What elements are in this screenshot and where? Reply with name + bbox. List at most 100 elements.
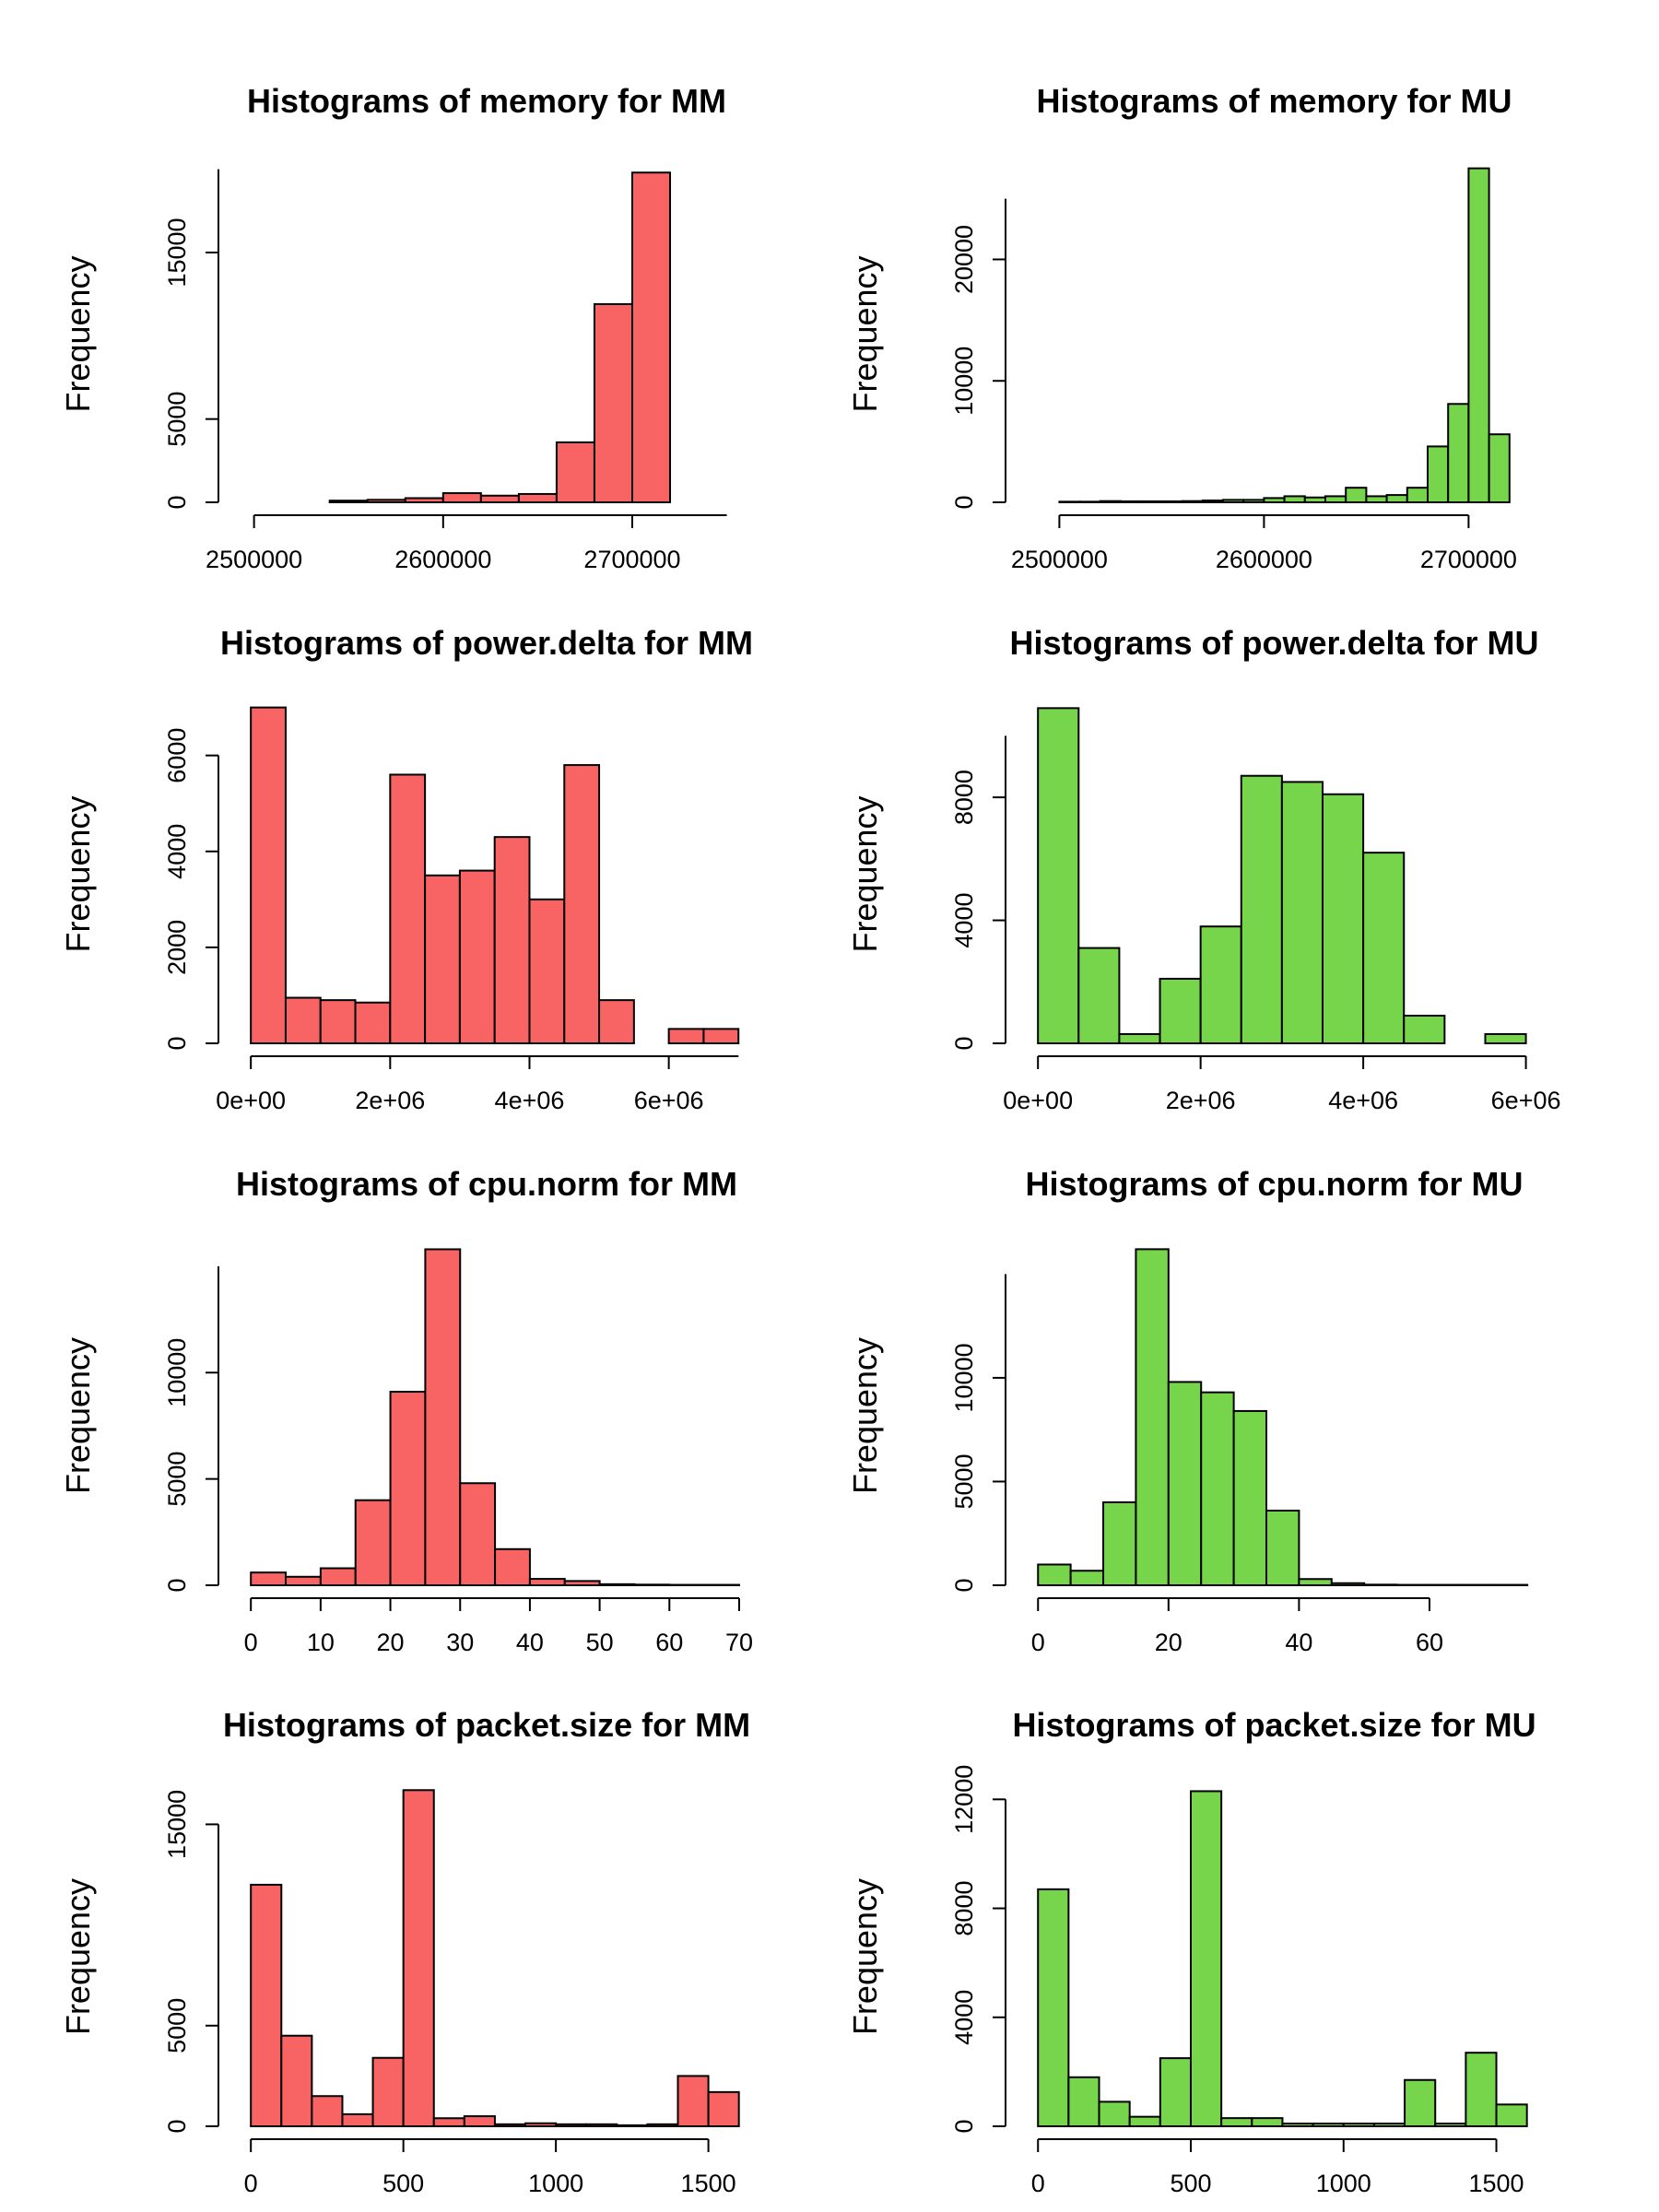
x-tick-label: 40 [1285, 1629, 1312, 1656]
x-tick-label: 2600000 [394, 546, 491, 573]
histogram-bar [1263, 497, 1286, 503]
histogram-bar [250, 1883, 283, 2127]
histogram-bar [459, 1482, 497, 1586]
y-tick-label: 2000 [163, 920, 191, 975]
y-axis-label: Frequency [59, 795, 97, 952]
y-tick-label: 12000 [950, 1765, 978, 1834]
histogram-bar [389, 1391, 427, 1587]
histogram-bar [441, 492, 482, 504]
histogram-bar [1232, 1409, 1268, 1587]
histogram-bar [1200, 1391, 1235, 1587]
histogram-bar [1342, 2123, 1375, 2128]
histograms-of-packet-size-for-mm-panel: Histograms of packet.size for MM 0 500 1000… [59, 1706, 750, 2197]
histogram-bar [1324, 495, 1347, 504]
histogram-bar [585, 2123, 618, 2127]
x-tick-label: 0e+00 [216, 1087, 286, 1114]
histogram-bar [280, 2034, 313, 2127]
histogram-bar [1488, 433, 1511, 503]
histogram-bar [1199, 925, 1242, 1045]
x-tick-label: 4e+06 [1328, 1087, 1398, 1114]
histogram-bar [1427, 445, 1450, 504]
x-tick-label: 0 [1031, 1629, 1045, 1656]
histogram-bar [1330, 1582, 1366, 1587]
histograms-of-memory-for-mu-panel: Histograms of memory for MU 2500000 260000… [846, 82, 1517, 573]
histogram-bar [1403, 1014, 1446, 1045]
histograms-of-cpu-norm-for-mu-panel: Histograms of cpu.norm for MU 0 20 40 60 0 500… [846, 1165, 1529, 1656]
histogram-bar [1189, 1790, 1223, 2127]
histogram-bar [1434, 2123, 1467, 2128]
histogram-bar [702, 1028, 740, 1044]
chart-title: Histograms of memory for MU [1036, 82, 1512, 120]
histogram-bar [354, 1499, 392, 1586]
histogram-bar [1298, 1578, 1333, 1586]
histogram-bar [1159, 977, 1202, 1045]
x-tick-label: 6e+06 [634, 1087, 704, 1114]
y-tick-label: 6000 [163, 728, 191, 783]
x-tick-label: 500 [1170, 2170, 1211, 2197]
histogram-bar [677, 2075, 710, 2128]
x-tick-label: 500 [382, 2170, 424, 2197]
histogram-bar [646, 2123, 679, 2127]
histogram-bar [630, 171, 672, 503]
histogram-bar [493, 836, 531, 1044]
histogram-bar [1078, 500, 1101, 503]
histograms-of-cpu-norm-for-mm-panel: Histograms of cpu.norm for MM 0 10 20 30 40 50… [59, 1165, 753, 1656]
histogram-bar [1128, 2115, 1161, 2127]
histogram-bar [555, 2123, 588, 2127]
histogram-bar [528, 1578, 566, 1586]
y-tick-label: 20000 [950, 225, 978, 294]
histogram-bar [371, 2056, 405, 2128]
y-tick-label: 0 [163, 1036, 191, 1050]
histogram-bar [404, 497, 444, 503]
chart-title: Histograms of memory for MM [247, 82, 726, 120]
histogram-bar [528, 898, 566, 1044]
histograms-of-power-delta-for-mu-panel: Histograms of power.delta for MU 0e+00 2e+… [846, 624, 1561, 1114]
histogram-bar [319, 1567, 357, 1587]
histogram-bar [1135, 1248, 1170, 1586]
histograms-of-power-delta-for-mm-panel: Histograms of power.delta for MM 0e+00 2e+… [59, 624, 753, 1114]
y-tick-label: 10000 [950, 1343, 978, 1412]
x-tick-label: 1500 [1468, 2170, 1524, 2197]
histogram-bar [1362, 852, 1406, 1044]
histogram-bar [1484, 1032, 1527, 1045]
x-tick-label: 1500 [681, 2170, 736, 2197]
x-tick-label: 1000 [1316, 2170, 1371, 2197]
histogram-bar [1069, 1570, 1105, 1586]
histogram-bar [1322, 793, 1365, 1044]
x-tick-label: 2600000 [1216, 546, 1312, 573]
histogram-bar [1037, 1563, 1072, 1586]
x-tick-label: 60 [655, 1629, 683, 1656]
y-tick-label: 0 [950, 495, 978, 509]
histogram-bar [424, 1248, 462, 1586]
x-tick-label: 2e+06 [355, 1087, 425, 1114]
y-axis-label: Frequency [846, 795, 884, 952]
x-tick-label: 2700000 [1420, 546, 1517, 573]
histogram-bar [494, 1547, 531, 1587]
x-tick-label: 20 [1155, 1629, 1182, 1656]
histogram-bar [1363, 1583, 1398, 1587]
histogram-bar [1058, 500, 1081, 503]
histogram-bar [328, 500, 369, 503]
histogram-bar [250, 1571, 288, 1586]
x-tick-label: 0e+00 [1003, 1087, 1073, 1114]
histogram-bar [354, 1001, 392, 1045]
histogram-bar [1281, 2123, 1314, 2128]
x-tick-label: 60 [1416, 1629, 1443, 1656]
x-tick-label: 0 [244, 2170, 258, 2197]
histogram-bar [1465, 2052, 1498, 2128]
y-tick-label: 4000 [950, 1990, 978, 2045]
histogram-bar [493, 2123, 527, 2127]
y-tick-label: 15000 [163, 218, 191, 287]
histogram-bar [1372, 2123, 1406, 2128]
histogram-bar [1242, 499, 1265, 504]
histogram-bar [1037, 707, 1080, 1044]
histogram-bar [616, 2124, 649, 2127]
x-tick-label: 0 [1031, 2170, 1045, 2197]
histogram-bar [1280, 781, 1324, 1045]
x-tick-label: 70 [725, 1629, 753, 1656]
histogram-bar [524, 2122, 558, 2128]
histogram-bar [402, 1789, 435, 2128]
histogram-bar [1467, 167, 1490, 503]
histogram-bar [1251, 2117, 1284, 2128]
y-tick-label: 5000 [163, 392, 191, 447]
